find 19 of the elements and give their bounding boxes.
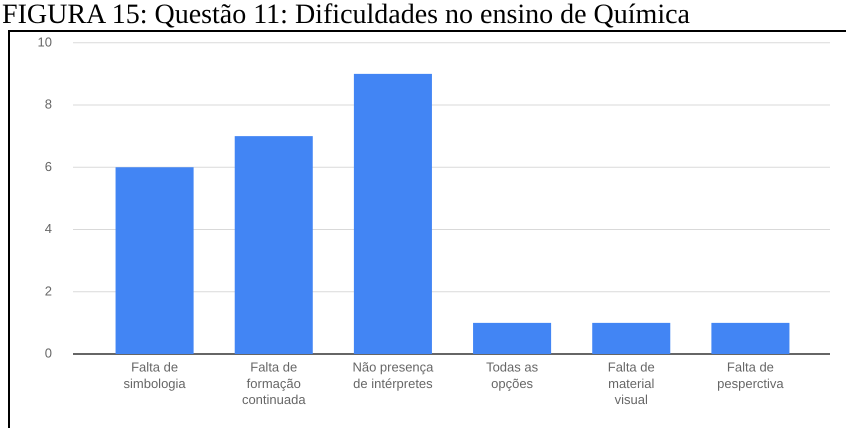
y-tick-label: 6 bbox=[44, 158, 52, 174]
y-tick-label: 10 bbox=[38, 34, 52, 50]
y-tick-label: 0 bbox=[44, 346, 52, 361]
x-tick-label: Falta de material visual bbox=[608, 360, 655, 408]
x-tick-label: Não presença de intérpretes bbox=[352, 360, 434, 391]
y-tick-label: 2 bbox=[44, 283, 52, 298]
bar bbox=[234, 136, 313, 354]
bar bbox=[711, 322, 790, 354]
bar bbox=[592, 322, 670, 354]
x-tick-label: Todas as opções bbox=[486, 360, 539, 391]
bar bbox=[116, 167, 194, 354]
y-tick-label: 8 bbox=[44, 96, 52, 112]
bar bbox=[354, 74, 432, 354]
x-tick-label: Falta de simbologia bbox=[124, 360, 186, 391]
chart-title: FIGURA 15: Questão 11: Dificuldades no ensino de Química bbox=[2, 0, 690, 30]
x-tick-label: Falta de pesperctiva bbox=[717, 360, 784, 391]
x-tick-label: Falta de formação continuada bbox=[242, 360, 306, 408]
bar bbox=[473, 322, 552, 354]
y-tick-label: 4 bbox=[44, 221, 52, 236]
